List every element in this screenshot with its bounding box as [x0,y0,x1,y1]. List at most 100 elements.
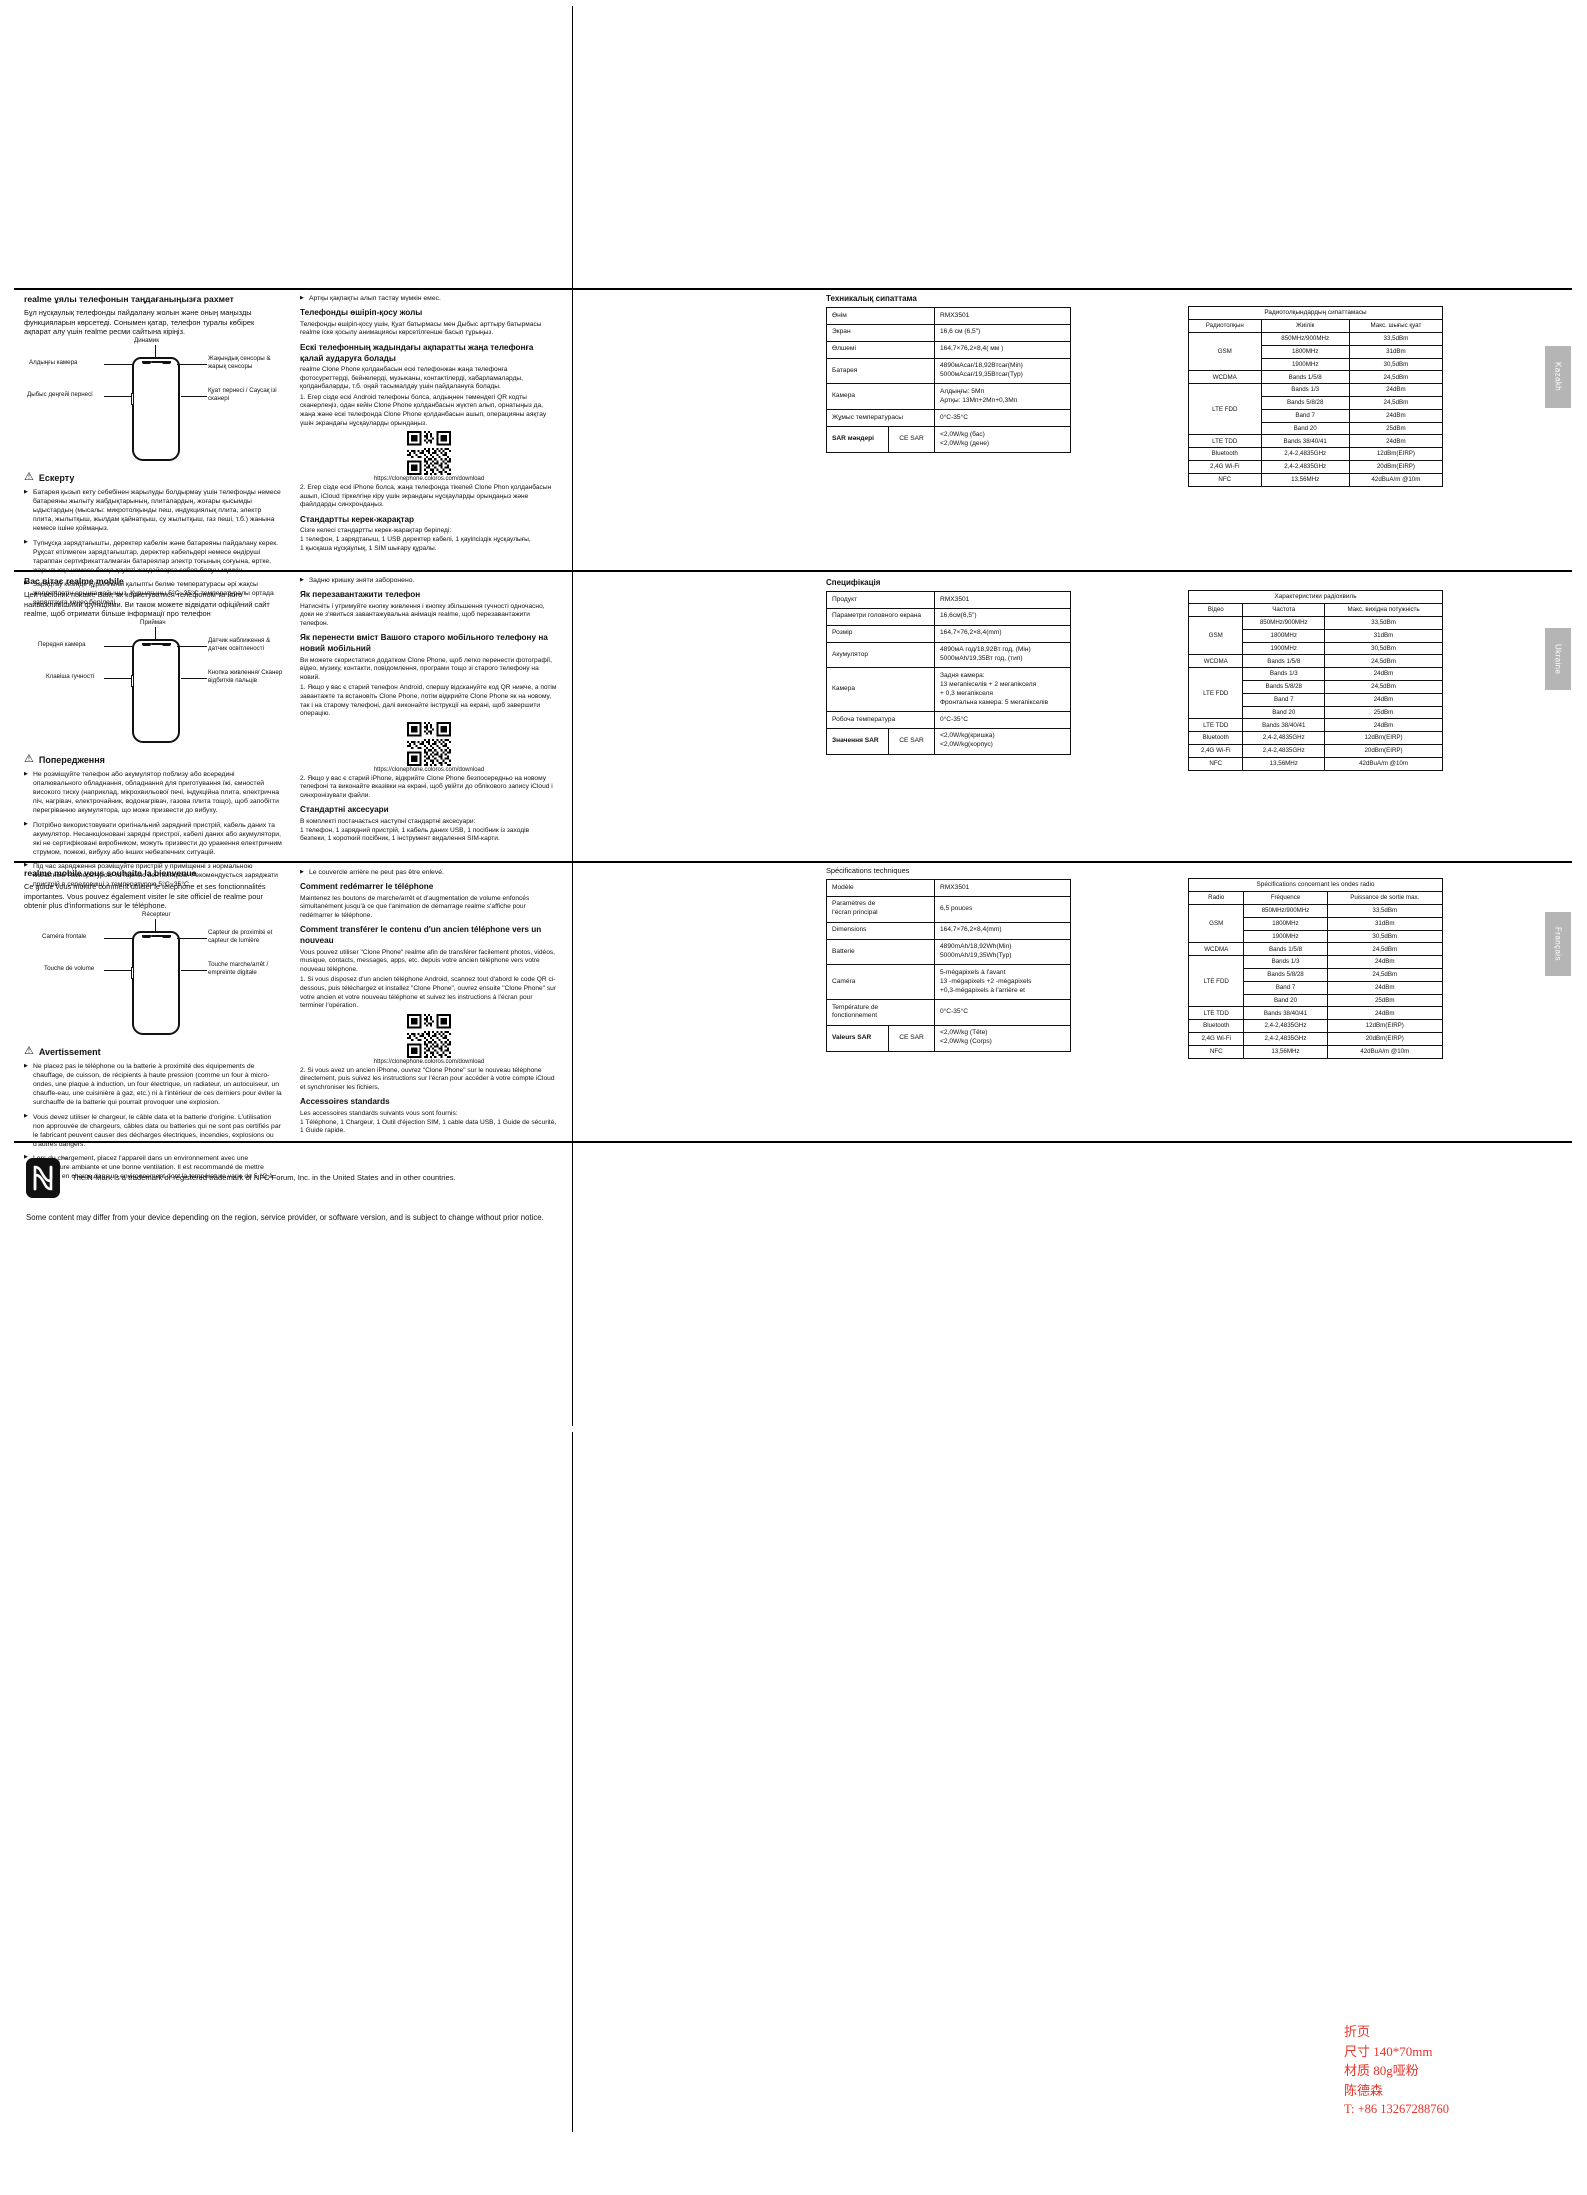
list-item: Түпнұсқа зарядтағышты, деректер кабелін … [24,539,282,575]
language-tab-ukraine[interactable]: Ukraine [1545,628,1571,690]
lead-volume [104,396,132,398]
ukraine-spec-title: Специфікація [826,578,881,587]
radio-freq: Bands 5/8/28 [1243,967,1328,982]
francais-spec-section: Spécifications techniques Modèle RMX3501 … [826,866,1071,1052]
nfc-panel: ™ The N-Mark is a trademark or registere… [26,1157,556,1223]
qr-code-icon [407,1013,451,1058]
table-row-sar: Значення SAR CE SAR <2,0W/kg(кришка) <2,… [826,727,1071,755]
lead-speaker [155,345,156,359]
radio-power: 25dBm [1348,421,1444,436]
spec-value: RMX3501 [934,879,1071,897]
table-row: Bluetooth 2,4-2,4835GHz 12dBm(EIRP) [1187,1019,1444,1033]
language-tab-label: Ukraine [1553,643,1563,675]
table-row: Bluetooth 2,4-2,4835GHz 12dBm(EIRP) [1187,731,1443,745]
radio-power: 31dBm [1326,916,1444,931]
francais-accessories-line2: 1 Guide rapide. [300,1127,346,1135]
francais-qr-url[interactable]: https://clonephone.coloros.com/download [373,1058,485,1065]
radio-freq: Band 20 [1242,705,1326,720]
list-item: Le couvercle arrière ne peut pas être en… [300,868,558,877]
radio-power: 24,5dBm [1348,395,1444,410]
label-power-key: Қуат пернесі / Саусақ ізі сканері [208,387,277,403]
table-row: Радиотолқындардың сипаттамасы [1188,305,1443,321]
spec-key: Камера [826,383,935,411]
table-row: NFC 13,56MHz 42dBuA/m @10m [1188,472,1444,487]
radio-freq: Bands 1/3 [1260,383,1350,397]
language-tab-kazakh[interactable]: Kazakh [1545,346,1571,408]
radio-freq: 2,4-2,4835GHz [1243,1019,1328,1033]
francais-accessories-title: Accessoires standards [300,1097,390,1107]
table-row: Bands 5/8/28 24,5dBm [1189,395,1444,410]
ukraine-radio-table: Характеристики радіохвиль Відео Частота … [1187,589,1443,771]
francais-backcover-note: Le couvercle arrière ne peut pas être en… [300,868,558,877]
radio-power: 25dBm [1324,705,1443,720]
warning-triangle-icon: ⚠ [24,471,34,484]
column-header: Puissance de sortie max. [1326,891,1444,905]
radio-power: 24,5dBm [1324,654,1443,669]
table-row: Bands 5/8/28 24,5dBm [1189,967,1444,982]
radio-freq: Bands 5/8/28 [1260,395,1350,410]
kazakh-qr-url[interactable]: https://clonephone.coloros.com/download [373,476,485,483]
table-row: Параметри головного екрана 16,6см(6,5") [826,607,1071,626]
vertical-fold-line-bottom [572,1432,573,2132]
lead-volume [104,970,132,972]
radio-freq: Band 7 [1260,408,1350,423]
qr-code-icon [407,721,451,766]
label-front-camera: Алдыңғы камера [29,359,78,367]
francais-middle-column: Le couvercle arrière ne peut pas être en… [300,868,558,1138]
list-item: Батарея қызып кету себебінен жарылуды бо… [24,488,282,533]
table-row: LTE FDD Bands 1/3 24dBm [1188,383,1444,436]
radio-freq: 1800MHz [1242,628,1326,643]
spec-key: Продукт [826,591,935,609]
radio-power: 30,5dBm [1326,929,1444,944]
francais-spec-table: Modèle RMX3501 Paramètres de l'écran prin… [826,879,1071,1052]
lead-proximity [177,364,207,366]
radio-tech: LTE FDD [1187,667,1244,720]
speaker-slot-icon [151,642,165,645]
spec-key: Экран [826,323,935,342]
radio-power: 24,5dBm [1348,370,1444,385]
radio-power: 20dBm(EIRP) [1324,744,1443,758]
radio-power: 24dBm [1324,718,1443,733]
kazakh-accessories-line2: 1 қысқаша нұсқаулық, 1 SIM шығару құралы… [300,544,437,552]
sar-label: Значення SAR [826,727,889,755]
spec-value: 16,6 см (6,5") [934,323,1071,342]
spec-key: Розмір [826,624,935,643]
qr-code-icon [407,431,451,476]
label-proximity: Capteur de proximité et capteur de lumiè… [208,929,273,945]
label-volume-key: Touche de volume [44,965,95,973]
radio-power: 30,5dBm [1348,357,1444,372]
kazakh-spec-title: Техникалық сипаттама [826,294,917,303]
kazakh-backcover-note: Артқы қақпақты алып тастау мүмкін емес. [300,294,558,303]
table-row: Камера Задня камера: 13 мегапікселів + 2 … [826,667,1071,713]
kazakh-clone-step2: 2. Егер сізде ескі iPhone болса, жаңа те… [300,484,552,509]
radio-freq: Bands 1/5/8 [1242,654,1326,669]
label-proximity: Датчик наближення & датчик освітленості [208,637,271,653]
radio-freq: 13,56MHz [1260,472,1350,487]
radio-tech: Bluetooth [1187,1019,1245,1033]
panel-rule-4 [14,1141,1572,1143]
spec-value: 4890мАсағ/18,92Втсағ(Min) 5000мАсағ/19,3… [934,357,1071,385]
table-row: Характеристики радіохвиль [1188,589,1443,605]
ukraine-qr-url[interactable]: https://clonephone.coloros.com/download [373,766,485,773]
ukraine-clone-title: Як перенести вміст Вашого старого мобіль… [300,633,548,654]
radio-freq: Bands 38/40/41 [1243,1006,1328,1021]
radio-table-title: Характеристики радіохвиль [1188,589,1443,605]
lead-speaker [155,627,156,641]
radio-power: 20dBm(EIRP) [1326,1032,1444,1046]
radio-freq: Bands 5/8/28 [1242,679,1326,694]
proximity-sensor-dot-icon [162,642,171,646]
radio-power: 24dBm [1324,667,1443,681]
kazakh-middle-column: Артқы қақпақты алып тастау мүмкін емес. … [300,294,558,555]
table-row: Камера Алдыңғы: 5Мп Артқы: 13Мп+2Мп+0,3Мп [826,383,1071,411]
kazakh-accessories-line1: 1 телефон, 1 зарядтағыш, 1 USB деректер … [300,536,531,544]
table-row: Жұмыс температурасы 0°C-35°C [826,409,1071,428]
ukraine-clone-body: Ви можете скористатися додатком Clone Ph… [300,656,552,681]
spec-value: 6,5 pouces [934,895,1071,923]
list-item: Ne placez pas le téléphone ou la batteri… [24,1062,282,1107]
panel-rule-3 [14,861,1572,863]
radio-power: 33,5dBm [1348,331,1444,346]
radio-tech: NFC [1188,472,1262,487]
radio-power: 33,5dBm [1324,615,1443,630]
phone-outline [130,639,180,744]
language-tab-francais[interactable]: Français [1545,912,1571,976]
